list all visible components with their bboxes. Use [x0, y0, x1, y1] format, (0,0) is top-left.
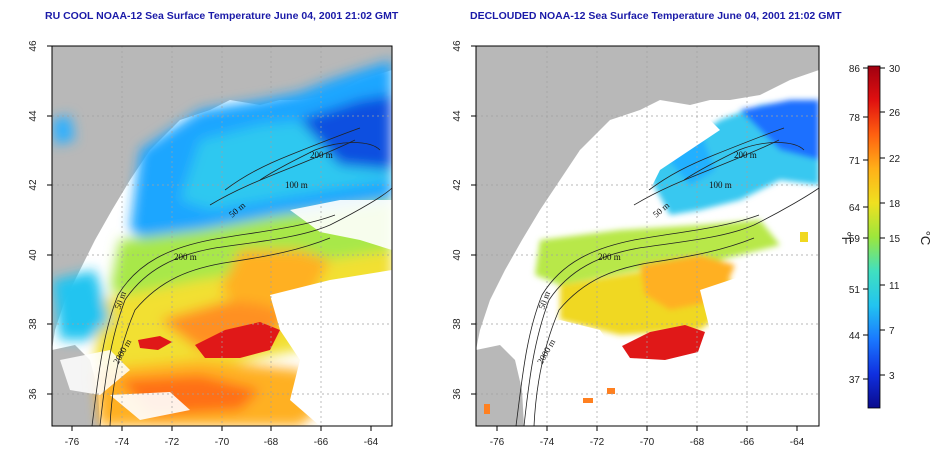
fahrenheit-tick-label: 44 — [849, 331, 861, 342]
fahrenheit-tick-label: 71 — [849, 156, 861, 167]
lat-tick-label: 40 — [452, 249, 463, 261]
celsius-tick-label: 3 — [889, 371, 895, 382]
lat-tick-label: 42 — [28, 179, 39, 191]
lon-tick-label: -66 — [740, 437, 755, 448]
lon-axis-labels: -76 -74 -72 -70 -68 -66 -64 — [490, 437, 805, 448]
contour-label: 100 m — [709, 180, 732, 190]
warm-eddy — [138, 336, 172, 350]
lon-tick-label: -70 — [640, 437, 655, 448]
colorbar-gradient — [867, 65, 881, 409]
right-map-panel: 200 m 100 m 50 m 200 m 50 m 2000 m -76 -… — [452, 40, 820, 448]
cloud-cover — [524, 110, 819, 426]
fahrenheit-scale: 86 78 71 64 59 51 44 37 — [849, 64, 861, 386]
lat-tick-label: 46 — [452, 40, 463, 52]
lat-tick-label: 36 — [452, 388, 463, 400]
lat-tick-label: 38 — [452, 318, 463, 330]
lat-tick-label: 36 — [28, 388, 39, 400]
celsius-unit-label: °C — [918, 231, 933, 246]
celsius-tick-label: 30 — [889, 64, 901, 75]
contour-label: 200 m — [310, 150, 333, 160]
contour-label: 100 m — [285, 180, 308, 190]
temperature-colorbar: 86 78 71 64 59 51 44 37 30 26 22 18 15 1… — [839, 64, 933, 409]
sst-field — [535, 100, 819, 335]
bathymetry-contours — [91, 127, 392, 426]
contour-label: 200 m — [174, 252, 197, 262]
lon-tick-label: -74 — [115, 437, 130, 448]
lon-tick-label: -72 — [165, 437, 180, 448]
lon-tick-label: -66 — [314, 437, 329, 448]
warm-eddy — [195, 322, 280, 358]
left-panel-title: RU COOL NOAA-12 Sea Surface Temperature … — [45, 10, 399, 22]
celsius-tick-label: 26 — [889, 108, 901, 119]
fahrenheit-tick-label: 78 — [849, 113, 861, 124]
bathymetry-contours — [515, 127, 819, 426]
contour-label: 200 m — [598, 252, 621, 262]
lat-tick-label: 38 — [28, 318, 39, 330]
lon-tick-label: -68 — [264, 437, 279, 448]
grid-lines — [476, 46, 819, 426]
land-mass — [52, 46, 392, 350]
lon-tick-label: -68 — [690, 437, 705, 448]
lat-tick-label: 44 — [28, 110, 39, 122]
lon-tick-label: -70 — [215, 437, 230, 448]
lat-tick-label: 42 — [452, 179, 463, 191]
celsius-scale: 30 26 22 18 15 11 7 3 — [889, 64, 901, 382]
celsius-tick-label: 18 — [889, 199, 901, 210]
lon-axis-labels: -76 -74 -72 -70 -68 -66 -64 — [65, 437, 379, 448]
fahrenheit-tick-label: 51 — [849, 285, 861, 296]
celsius-tick-label: 22 — [889, 154, 901, 165]
warm-eddy — [622, 325, 705, 360]
lon-tick-label: -64 — [790, 437, 805, 448]
lon-tick-label: -72 — [590, 437, 605, 448]
lat-axis-labels: 46 44 42 40 38 36 — [452, 40, 463, 400]
lon-tick-label: -74 — [540, 437, 555, 448]
fahrenheit-unit-label: °F — [839, 231, 854, 244]
lat-tick-label: 44 — [452, 110, 463, 122]
contour-label: 200 m — [734, 150, 757, 160]
lon-tick-label: -64 — [364, 437, 379, 448]
fahrenheit-tick-label: 86 — [849, 64, 861, 75]
fahrenheit-tick-label: 64 — [849, 203, 861, 214]
right-panel-title: DECLOUDED NOAA-12 Sea Surface Temperatur… — [470, 10, 842, 22]
lat-tick-label: 46 — [28, 40, 39, 52]
sst-field — [484, 232, 808, 414]
fahrenheit-tick-label: 37 — [849, 375, 861, 386]
lat-axis-labels: 46 44 42 40 38 36 — [28, 40, 39, 400]
celsius-tick-label: 11 — [889, 281, 900, 292]
celsius-tick-label: 7 — [889, 326, 895, 337]
cloud-cover — [60, 200, 392, 426]
lat-tick-label: 40 — [28, 249, 39, 261]
land-mass — [476, 46, 819, 350]
fahrenheit-tick-label: 59 — [849, 234, 861, 245]
lon-tick-label: -76 — [490, 437, 505, 448]
celsius-tick-label: 15 — [889, 234, 901, 245]
left-map-panel: 200 m 100 m 50 m 200 m 50 m 2000 m -76 -… — [28, 40, 393, 448]
lon-tick-label: -76 — [65, 437, 80, 448]
